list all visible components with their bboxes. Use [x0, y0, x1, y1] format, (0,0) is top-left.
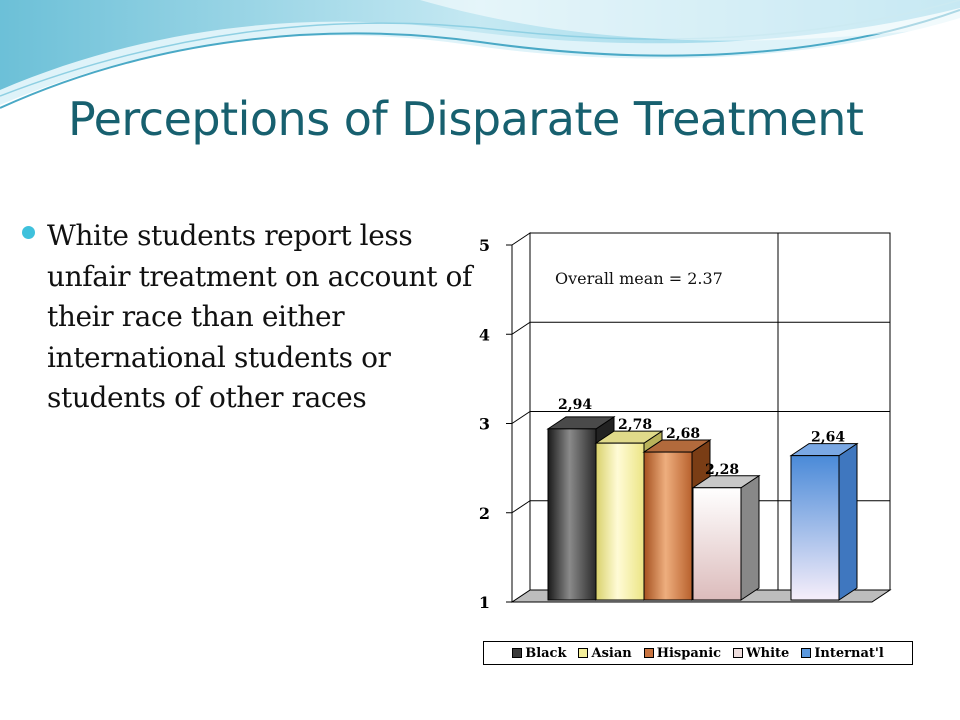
y-tick-label: 3: [479, 415, 490, 434]
gridline-side: [511, 411, 531, 424]
legend-swatch: [733, 648, 744, 658]
bar-white: [691, 474, 761, 601]
chart-legend: Black Asian Hispanic White Internat'l: [483, 641, 913, 665]
y-tick-label: 5: [479, 236, 490, 255]
legend-swatch: [643, 648, 654, 658]
legend-label: Hispanic: [656, 645, 722, 661]
legend-item: Internat'l: [801, 645, 884, 661]
legend-label: Black: [525, 645, 567, 661]
legend-item: Asian: [578, 645, 632, 661]
legend-item: Hispanic: [643, 645, 722, 661]
bullet-dot-icon: [22, 226, 35, 239]
overall-mean-annotation: Overall mean = 2.37: [555, 269, 723, 288]
legend-label: Asian: [591, 645, 632, 661]
data-label: 2,78: [618, 417, 652, 433]
y-tick-label: 1: [479, 593, 490, 612]
legend-item: White: [733, 646, 789, 661]
legend-swatch: [801, 648, 812, 658]
y-tick-label: 2: [479, 504, 490, 523]
bar-internatl: [789, 442, 859, 601]
gridline-side: [511, 500, 531, 514]
data-label: 2,64: [811, 430, 845, 446]
legend-label: White: [746, 645, 790, 661]
data-label: 2,94: [558, 397, 592, 413]
gridline-side: [511, 321, 531, 335]
legend-item: Black: [512, 646, 566, 661]
decorative-waves: [0, 0, 960, 109]
y-tick-label: 4: [479, 325, 490, 344]
data-label: 2,28: [705, 462, 739, 478]
legend-label: Internat'l: [814, 645, 884, 661]
bar-hispanic: [642, 439, 712, 601]
bullet-text: White students report less unfair treatm…: [47, 219, 472, 414]
data-label: 2,68: [666, 426, 700, 442]
slide-title: Perceptions of Disparate Treatment: [68, 92, 864, 146]
legend-swatch: [578, 648, 589, 658]
legend-swatch: [512, 648, 523, 658]
